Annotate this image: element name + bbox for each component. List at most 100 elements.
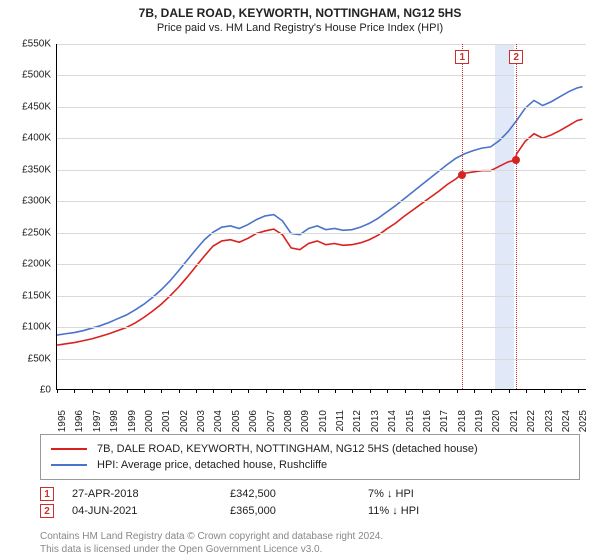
legend-swatch: [51, 448, 87, 450]
x-axis-tick-label: 2008: [283, 410, 294, 432]
x-axis-tick-label: 2022: [526, 410, 537, 432]
gridline-h: [57, 296, 586, 297]
x-axis-tick: [74, 389, 75, 393]
x-axis-tick-label: 2018: [457, 410, 468, 432]
attribution-line: This data is licensed under the Open Gov…: [40, 543, 580, 556]
x-axis-tick-label: 2013: [370, 410, 381, 432]
x-axis-tick-label: 2001: [161, 410, 172, 432]
chart-title: 7B, DALE ROAD, KEYWORTH, NOTTINGHAM, NG1…: [0, 6, 600, 20]
y-axis-tick-label: £100K: [1, 322, 51, 333]
chart-subtitle: Price paid vs. HM Land Registry's House …: [0, 22, 600, 34]
gridline-h: [57, 327, 586, 328]
x-axis-tick-label: 2014: [387, 410, 398, 432]
gridline-h: [57, 44, 586, 45]
event-badge: 1: [455, 50, 469, 64]
x-axis-tick: [300, 389, 301, 393]
x-axis-tick: [92, 389, 93, 393]
x-axis-tick: [266, 389, 267, 393]
x-axis-tick-label: 2023: [544, 410, 555, 432]
x-axis-tick-label: 2006: [248, 410, 259, 432]
gridline-h: [57, 107, 586, 108]
x-axis-tick-label: 1998: [109, 410, 120, 432]
x-axis-tick-label: 1995: [57, 410, 68, 432]
y-axis-tick-label: £500K: [1, 70, 51, 81]
x-axis-tick: [161, 389, 162, 393]
x-axis-tick-label: 2005: [231, 410, 242, 432]
event-badge: 2: [509, 50, 523, 64]
plot-area: £0£50K£100K£150K£200K£250K£300K£350K£400…: [56, 44, 586, 390]
x-axis-tick: [422, 389, 423, 393]
x-axis-tick-label: 2010: [318, 410, 329, 432]
x-axis-tick: [457, 389, 458, 393]
x-axis-tick: [387, 389, 388, 393]
legend: 7B, DALE ROAD, KEYWORTH, NOTTINGHAM, NG1…: [40, 434, 580, 480]
legend-swatch: [51, 464, 87, 466]
x-axis-tick-label: 2011: [335, 410, 346, 432]
y-axis-tick-label: £50K: [1, 353, 51, 364]
y-axis-tick-label: £250K: [1, 227, 51, 238]
event-dot: [512, 156, 520, 164]
x-axis-tick: [179, 389, 180, 393]
x-axis-tick: [439, 389, 440, 393]
y-axis-tick-label: £450K: [1, 101, 51, 112]
x-axis-tick: [561, 389, 562, 393]
gridline-h: [57, 264, 586, 265]
event-row-date: 04-JUN-2021: [72, 505, 212, 517]
x-axis-tick-label: 1999: [127, 410, 138, 432]
x-axis-tick-label: 1996: [74, 410, 85, 432]
event-row-date: 27-APR-2018: [72, 488, 212, 500]
gridline-h: [57, 170, 586, 171]
x-axis-tick: [196, 389, 197, 393]
x-axis-tick-label: 2016: [422, 410, 433, 432]
event-row-price: £342,500: [230, 488, 350, 500]
y-axis-tick-label: £200K: [1, 259, 51, 270]
x-axis-tick: [370, 389, 371, 393]
y-axis-tick-label: £150K: [1, 290, 51, 301]
x-axis-tick-label: 1997: [92, 410, 103, 432]
x-axis-tick: [335, 389, 336, 393]
chart-titles: 7B, DALE ROAD, KEYWORTH, NOTTINGHAM, NG1…: [0, 0, 600, 34]
gridline-h: [57, 201, 586, 202]
x-axis-tick-label: 2002: [179, 410, 190, 432]
x-axis-tick-label: 2024: [561, 410, 572, 432]
x-axis-tick: [474, 389, 475, 393]
x-axis-tick: [509, 389, 510, 393]
event-line: [516, 44, 517, 389]
event-row-change: 11% ↓ HPI: [368, 505, 419, 517]
attribution: Contains HM Land Registry data © Crown c…: [40, 530, 580, 556]
gridline-h: [57, 359, 586, 360]
x-axis-tick: [127, 389, 128, 393]
y-axis-tick-label: £400K: [1, 133, 51, 144]
y-axis-tick-label: £350K: [1, 164, 51, 175]
x-axis-tick-label: 2020: [491, 410, 502, 432]
x-axis-tick: [248, 389, 249, 393]
x-axis-tick-label: 2015: [405, 410, 416, 432]
event-row-price: £365,000: [230, 505, 350, 517]
event-row-badge: 1: [40, 487, 54, 501]
x-axis-tick-label: 2025: [578, 410, 589, 432]
gridline-h: [57, 138, 586, 139]
x-axis-tick: [109, 389, 110, 393]
x-axis-tick: [283, 389, 284, 393]
x-axis-tick-label: 2012: [352, 410, 363, 432]
event-line: [462, 44, 463, 389]
x-axis-tick-label: 2021: [509, 410, 520, 432]
x-axis-tick-label: 2019: [474, 410, 485, 432]
x-axis-tick: [213, 389, 214, 393]
x-axis-tick-label: 2003: [196, 410, 207, 432]
x-axis-tick: [352, 389, 353, 393]
events-table: 127-APR-2018£342,5007% ↓ HPI204-JUN-2021…: [40, 484, 580, 521]
x-axis-tick: [491, 389, 492, 393]
gridline-h: [57, 75, 586, 76]
x-axis-tick: [144, 389, 145, 393]
series-line-hpi: [57, 87, 583, 335]
x-axis-tick-label: 2004: [213, 410, 224, 432]
x-axis-tick: [578, 389, 579, 393]
x-axis-tick: [231, 389, 232, 393]
y-axis-tick-label: £300K: [1, 196, 51, 207]
y-axis-tick-label: £550K: [1, 39, 51, 50]
x-axis-tick-label: 2007: [266, 410, 277, 432]
x-axis-tick: [544, 389, 545, 393]
legend-label: HPI: Average price, detached house, Rush…: [97, 457, 327, 473]
x-axis-tick: [57, 389, 58, 393]
